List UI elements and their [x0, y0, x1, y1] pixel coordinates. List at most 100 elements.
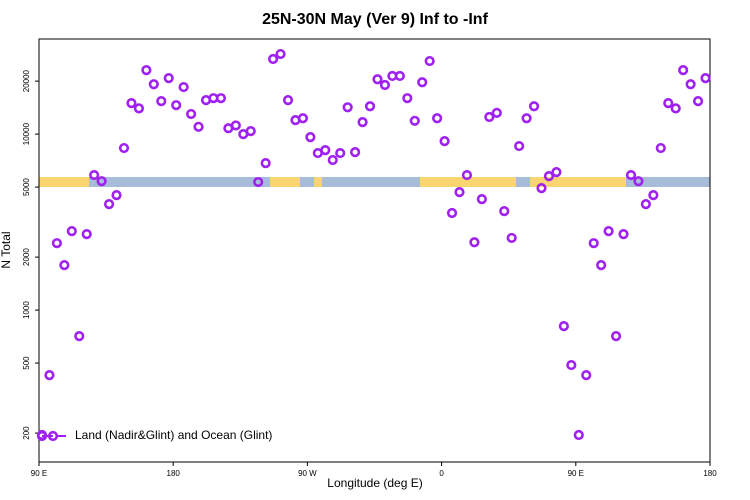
point	[171, 100, 182, 111]
point	[685, 79, 696, 90]
legend-label: Land (Nadir&Glint) and Ocean (Glint)	[75, 428, 272, 442]
point	[81, 229, 92, 240]
y-tick-label: 200	[22, 426, 31, 440]
point	[648, 190, 659, 201]
point	[543, 171, 555, 182]
point	[610, 331, 622, 342]
point	[66, 226, 77, 237]
point	[432, 113, 443, 124]
point	[51, 238, 62, 249]
point	[506, 232, 517, 244]
point	[141, 64, 152, 76]
chart-title: 25N-30N May (Ver 9) Inf to -Inf	[262, 11, 488, 28]
point	[446, 207, 458, 219]
point	[96, 176, 107, 187]
x-tick-label: 0	[439, 469, 444, 478]
point	[394, 70, 405, 82]
point	[454, 187, 465, 198]
point	[103, 199, 115, 210]
land-ocean-strip	[39, 177, 710, 187]
y-tick-label: 500	[22, 356, 31, 370]
point	[379, 79, 391, 91]
point	[417, 77, 428, 88]
x-tick-label: 90 W	[298, 469, 317, 478]
point	[230, 120, 241, 131]
point	[588, 238, 599, 249]
x-tick-label: 180	[703, 469, 717, 478]
point	[350, 147, 361, 158]
point	[491, 107, 502, 118]
point	[185, 108, 197, 120]
point	[268, 53, 279, 65]
point	[372, 74, 383, 85]
point	[282, 95, 294, 106]
point	[59, 260, 70, 271]
point	[148, 79, 159, 90]
point	[193, 121, 204, 132]
point	[573, 429, 584, 441]
point	[402, 93, 413, 104]
point	[178, 81, 189, 93]
point	[640, 199, 651, 210]
legend-symbol	[36, 430, 48, 442]
point	[357, 116, 368, 128]
point	[692, 95, 704, 107]
x-axis-label: Longitude (deg E)	[327, 476, 422, 490]
point	[566, 359, 577, 371]
point	[74, 331, 85, 342]
point	[364, 101, 376, 112]
y-tick-label: 10000	[22, 122, 31, 145]
point	[327, 154, 338, 166]
point	[335, 147, 346, 159]
y-tick-label: 5000	[22, 178, 31, 196]
y-tick-label: 1000	[22, 301, 31, 319]
point	[484, 111, 495, 123]
point	[663, 98, 674, 109]
point	[118, 142, 130, 154]
point	[297, 113, 309, 124]
point	[514, 140, 525, 152]
point	[700, 73, 711, 84]
x-tick-label: 90 E	[568, 469, 584, 478]
x-tick-label: 180	[167, 469, 181, 478]
point	[521, 113, 532, 124]
point	[625, 169, 637, 181]
point	[305, 132, 316, 143]
point	[603, 226, 614, 237]
point	[558, 320, 569, 332]
point	[126, 98, 137, 109]
point	[156, 95, 167, 107]
point	[275, 48, 286, 60]
x-tick-label: 90 E	[31, 469, 47, 478]
point	[342, 102, 353, 113]
y-tick-label: 2000	[22, 248, 31, 266]
point	[44, 370, 55, 381]
point	[320, 145, 331, 156]
point	[163, 73, 174, 84]
point	[536, 183, 547, 194]
point	[253, 176, 264, 188]
point	[111, 190, 122, 201]
point	[670, 103, 681, 114]
point	[476, 194, 487, 205]
point	[260, 158, 271, 169]
point	[618, 229, 629, 240]
point	[655, 142, 666, 154]
point	[245, 125, 256, 137]
point	[581, 370, 592, 381]
y-axis-label: N Total	[0, 231, 13, 268]
point	[409, 115, 420, 126]
point	[133, 103, 145, 114]
point	[439, 136, 450, 147]
point	[633, 176, 644, 187]
point	[89, 169, 100, 181]
point	[424, 55, 435, 67]
y-tick-label: 20000	[22, 69, 31, 92]
plot-frame	[38, 38, 711, 463]
point	[215, 93, 227, 104]
point	[551, 167, 562, 178]
point	[469, 237, 480, 248]
point	[461, 169, 473, 181]
point	[678, 64, 689, 76]
